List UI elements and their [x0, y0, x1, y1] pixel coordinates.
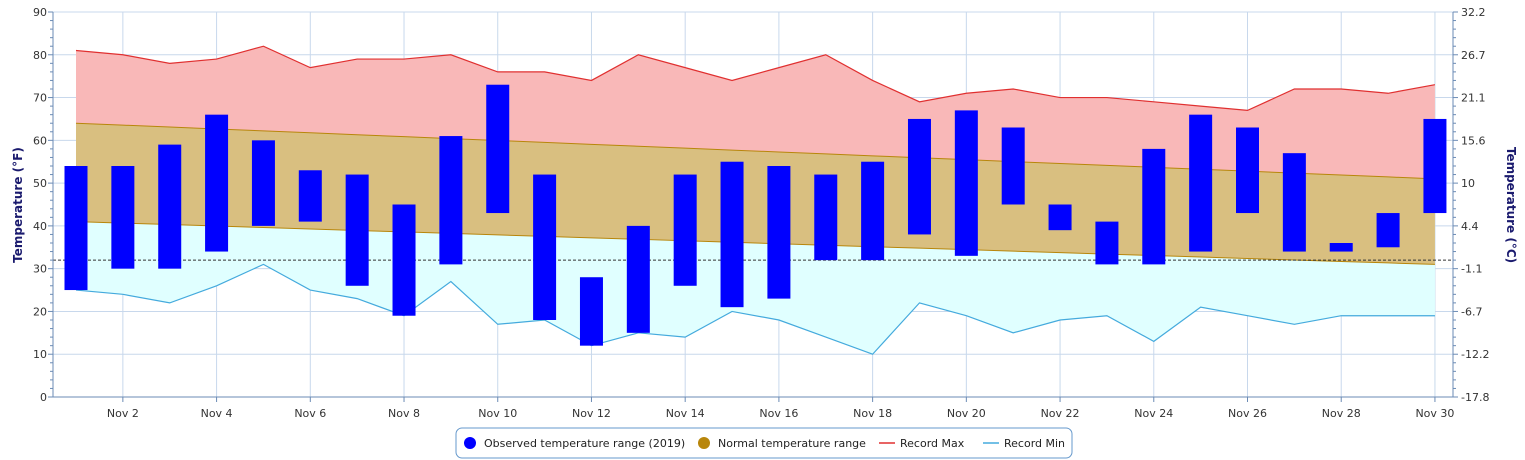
x-tick-label: Nov 6	[294, 407, 326, 420]
x-tick-label: Nov 20	[947, 407, 986, 420]
y-left-tick-label: 50	[33, 177, 47, 190]
y-right-tick-label: -17.8	[1461, 391, 1489, 404]
observed-bar	[1142, 148, 1166, 265]
y-right-tick-label: -1.1	[1461, 263, 1482, 276]
y-left-tick-label: 80	[33, 49, 47, 62]
legend-item-record-min[interactable]: Record Min	[983, 437, 1065, 450]
observed-bar	[814, 174, 838, 261]
legend-normal-swatch	[698, 437, 710, 449]
observed-bar	[64, 166, 88, 291]
legend-observed-swatch	[464, 437, 476, 449]
y-left-tick-label: 30	[33, 263, 47, 276]
y-left-tick-label: 20	[33, 305, 47, 318]
observed-bar	[251, 140, 275, 226]
record-areas	[75, 46, 1435, 355]
y-left-tick-label: 40	[33, 220, 47, 233]
x-tick-label: Nov 14	[666, 407, 705, 420]
normal-range-area	[76, 123, 1435, 265]
legend[interactable]: Observed temperature range (2019) Normal…	[455, 427, 1073, 459]
y-axis-left-title: Temperature (°F)	[11, 147, 25, 263]
y-left-tick-label: 10	[33, 348, 47, 361]
observed-bar	[1236, 127, 1259, 214]
observed-bar	[205, 114, 229, 252]
record-min-line	[75, 263, 1435, 355]
y-left-tick-label: 60	[33, 134, 47, 147]
y-axis-right-title: Temperature (°C)	[1504, 147, 1518, 263]
tick-labels: 0 10 20 30 40 50 60 70 80 90 -17.8 -12.2 -6.7 -1.1 4.4…	[33, 6, 1489, 420]
x-tick-label: Nov 30	[1415, 407, 1454, 420]
observed-bar	[158, 144, 182, 269]
record-max-line	[75, 45, 1436, 112]
legend-box	[455, 427, 1073, 459]
observed-bar	[1282, 153, 1306, 252]
observed-bar	[111, 166, 135, 269]
y-right-tick-label: 4.4	[1461, 220, 1479, 233]
x-tick-label: Nov 24	[1134, 407, 1173, 420]
observed-bar	[720, 161, 744, 308]
y-right-tick-label: -6.7	[1461, 305, 1482, 318]
observed-bar	[954, 110, 978, 256]
y-right-tick-label: 32.2	[1461, 6, 1486, 19]
observed-bar	[345, 174, 369, 286]
axes	[48, 11, 1458, 402]
observed-bar	[907, 118, 931, 235]
record-lines	[53, 45, 1453, 355]
y-right-tick-label: 21.1	[1461, 92, 1486, 105]
legend-item-normal[interactable]: Normal temperature range	[698, 437, 866, 450]
observed-bar	[1423, 118, 1447, 214]
y-left-tick-label: 90	[33, 6, 47, 19]
y-left-tick-label: 0	[40, 391, 47, 404]
observed-bars	[64, 84, 1447, 346]
y-right-tick-label: 26.7	[1461, 49, 1486, 62]
x-tick-label: Nov 2	[107, 407, 139, 420]
observed-bar	[392, 204, 416, 316]
y-left-tick-label: 70	[33, 92, 47, 105]
observed-bar	[533, 174, 557, 320]
x-tick-label: Nov 16	[759, 407, 798, 420]
x-tick-label: Nov 26	[1228, 407, 1267, 420]
observed-bar	[579, 277, 603, 346]
observed-bar	[486, 84, 510, 214]
observed-bar	[1048, 204, 1072, 231]
x-tick-label: Nov 12	[572, 407, 611, 420]
observed-bar	[861, 161, 885, 261]
y-right-tick-label: 10	[1461, 177, 1475, 190]
observed-bar	[298, 170, 322, 222]
observed-bar	[439, 136, 463, 265]
normal-low-line	[75, 221, 1435, 265]
observed-bar	[1376, 213, 1400, 248]
legend-item-observed[interactable]: Observed temperature range (2019)	[464, 437, 685, 450]
observed-bar	[1095, 221, 1119, 265]
observed-bar	[1329, 243, 1353, 252]
x-tick-label: Nov 8	[388, 407, 420, 420]
legend-record-max-label: Record Max	[900, 437, 965, 450]
x-tick-label: Nov 28	[1322, 407, 1361, 420]
observed-bar	[1189, 114, 1213, 252]
x-tick-label: Nov 4	[201, 407, 233, 420]
legend-record-min-label: Record Min	[1004, 437, 1065, 450]
legend-observed-label: Observed temperature range (2019)	[484, 437, 685, 450]
x-tick-label: Nov 22	[1041, 407, 1080, 420]
legend-item-record-max[interactable]: Record Max	[879, 437, 965, 450]
observed-bar	[626, 225, 650, 333]
x-tick-label: Nov 18	[853, 407, 892, 420]
observed-bar	[1001, 127, 1025, 205]
observed-bar	[767, 166, 791, 299]
x-tick-label: Nov 10	[478, 407, 517, 420]
legend-normal-label: Normal temperature range	[718, 437, 866, 450]
y-right-tick-label: -12.2	[1461, 348, 1489, 361]
y-right-tick-label: 15.6	[1461, 134, 1486, 147]
observed-bar	[673, 174, 697, 286]
record-max-area	[76, 46, 1435, 179]
